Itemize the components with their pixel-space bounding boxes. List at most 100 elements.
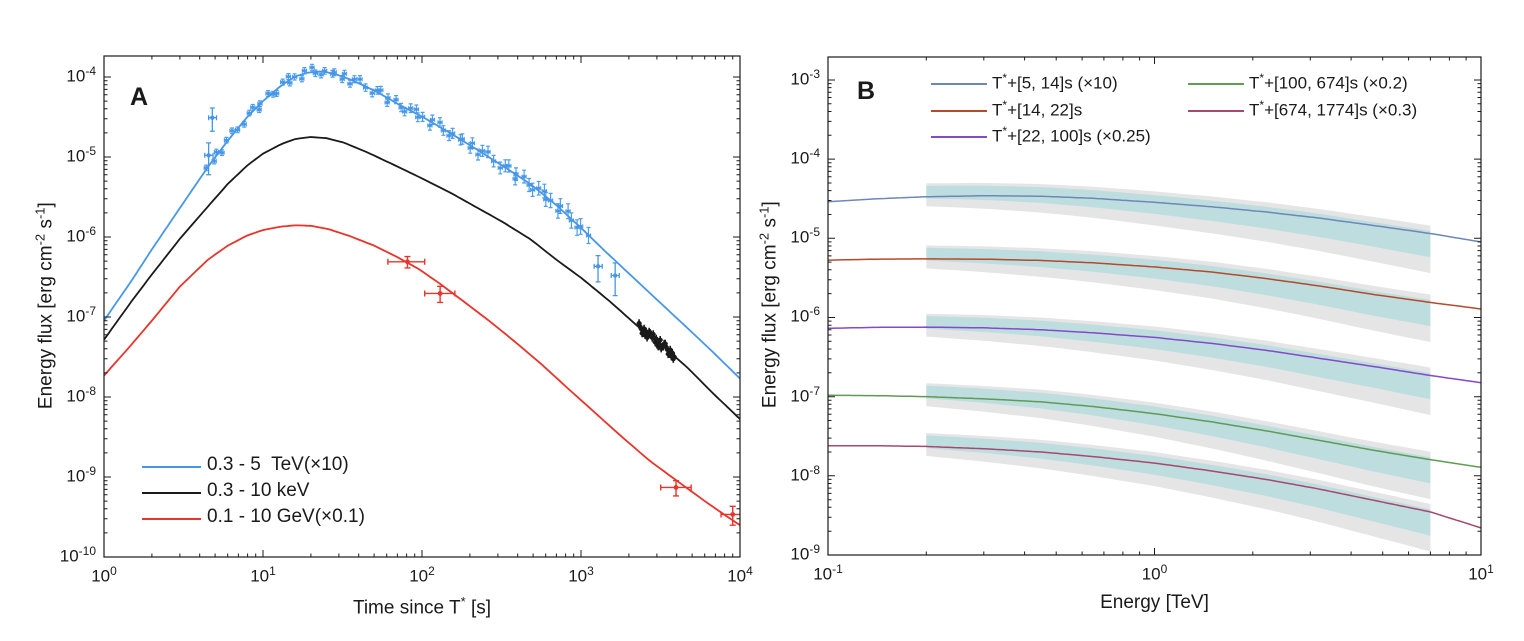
tev-cloud-point (399, 105, 403, 110)
tev-cloud-point (363, 85, 368, 90)
legend-b-col1-entry-0-label: T*+[100, 674]s (×0.2) (1249, 71, 1408, 93)
tev-late-point-1-marker (612, 273, 618, 278)
panel-B-content (828, 182, 1481, 552)
panel-A-x-axis-title: Time since T* [s] (352, 594, 492, 619)
xrt-cluster-point (671, 354, 677, 360)
tev-cloud-point (224, 138, 229, 142)
tev-cloud-point (266, 91, 270, 96)
tev-cloud-point (544, 197, 548, 202)
tev-cloud-point (310, 65, 314, 70)
tev-cloud-point (251, 105, 255, 109)
panel-B-ticks (827, 57, 1482, 556)
band-gray-series-0 (926, 182, 1431, 274)
panel-A-xtick-1e0: 100 (91, 564, 117, 586)
tev-cloud-point (438, 120, 442, 125)
tev-cloud-point (247, 111, 251, 115)
tev-late-point-0-marker (595, 264, 601, 269)
panel-B-ytick-1e-5: 10-5 (790, 225, 820, 247)
panel-A-y-axis-title: Energy flux [erg cm-2 s-1] (32, 201, 57, 409)
tev-cloud-point (430, 118, 435, 122)
tev-cloud-point (416, 115, 420, 119)
tev-cloud-point (537, 186, 541, 190)
legend-a-entry-0-label: 0.3 - 5 TeV(×10) (207, 454, 349, 475)
panel-A-ytick-1e-9: 10-9 (66, 463, 96, 486)
panel-A-ytick-1e-10: 10-10 (59, 544, 96, 566)
tev-early-point-0-marker (206, 153, 211, 158)
tev-cloud-point (394, 98, 398, 102)
tev-cloud-point (332, 70, 336, 74)
band-cyan-series-3 (926, 385, 1431, 484)
curve-B-2 (828, 326, 1481, 384)
tev-cloud-point (212, 159, 216, 163)
curve-B-1 (828, 258, 1481, 310)
tev-cloud-point (476, 152, 480, 157)
panel-A-ytick-1e-7: 10-7 (66, 303, 96, 326)
tev-cloud-point (286, 74, 290, 79)
gev-point-0-marker (405, 259, 410, 265)
tev-cloud-point (586, 233, 591, 238)
tev-late-point-0-errorbars (593, 254, 603, 283)
panel-b-letter: B (857, 77, 876, 105)
tev-cloud-point (342, 72, 347, 76)
tev-cloud-point (313, 71, 317, 75)
tev-cloud-point (386, 96, 390, 100)
legend-b-col1-entry-1-label: T*+[674, 1774]s (×0.3) (1249, 98, 1418, 120)
panel-B-x-axis-title: Energy [TeV] (1100, 592, 1209, 613)
panel-B-ytick-1e-7: 10-7 (790, 383, 820, 406)
tev-cloud-point (450, 131, 455, 136)
curve-B-3 (828, 394, 1481, 469)
tev-cloud-point (220, 150, 224, 155)
band-cyan-series-1 (926, 247, 1431, 327)
legend-a-entry-2-label: 0.1 - 10 GeV(×0.1) (207, 506, 365, 527)
tev-cloud-point (460, 137, 464, 141)
panel-B-ytick-1e-3: 10-3 (790, 66, 820, 89)
tev-cloud-point (558, 204, 563, 208)
tev-cloud-point (242, 122, 246, 126)
tev-cloud-point (319, 72, 323, 77)
tev-cloud-point (340, 77, 344, 81)
tev-early-point-1-marker (210, 115, 215, 120)
panel-A-ytick-1e-6: 10-6 (66, 223, 96, 246)
tev-cloud-point (300, 77, 304, 81)
panel-B-xtick-1e-1: 10-1 (813, 562, 843, 584)
panel-A-ytick-1e-5: 10-5 (66, 143, 96, 166)
panel-a-letter: A (130, 83, 149, 111)
tev-cloud-point (569, 218, 573, 223)
tev-cloud-point (258, 102, 262, 106)
legend-b-col0-entry-1-label: T*+[14, 22]s (992, 98, 1083, 120)
tev-cloud-point (275, 91, 279, 96)
curve-A-1 (104, 136, 740, 420)
band-gray-series-4 (926, 433, 1431, 552)
gev-point-1-marker (437, 291, 443, 296)
tev-cloud-point (498, 166, 502, 170)
tev-cloud-point (420, 115, 425, 119)
panel-A-xtick-1e3: 103 (568, 564, 594, 586)
tev-cloud-point (531, 188, 535, 192)
panel-A-ytick-1e-4: 10-4 (66, 63, 96, 86)
tev-cloud-point (257, 108, 261, 112)
tev-late-point-1-errorbars (610, 262, 620, 297)
tev-cloud-point (379, 88, 383, 92)
tev-cloud-point (214, 150, 219, 154)
band-cyan-series-4 (926, 435, 1431, 536)
tev-cloud-point (578, 224, 583, 229)
panel-B-ytick-1e-9: 10-9 (790, 542, 820, 564)
tev-cloud-point (235, 128, 240, 132)
gev-point-2-marker (673, 485, 679, 490)
tev-cloud-point (352, 77, 357, 81)
xrt-cluster-point (657, 337, 663, 343)
tev-cloud-point (204, 166, 208, 170)
tev-cloud-point (348, 82, 352, 86)
tev-cloud-point (322, 69, 327, 73)
legend-a-entry-1-label: 0.3 - 10 keV (207, 480, 310, 501)
tev-cloud-point (470, 141, 475, 145)
tev-cloud-point (522, 175, 526, 179)
tev-cloud-point (441, 128, 445, 133)
tev-cloud-point (281, 80, 285, 84)
legend-b-col0-entry-2-label: T*+[22, 100]s (×0.25) (992, 124, 1151, 146)
tev-cloud-point (302, 69, 307, 73)
tev-cloud-point (403, 109, 407, 114)
curve-A-2 (104, 224, 740, 526)
